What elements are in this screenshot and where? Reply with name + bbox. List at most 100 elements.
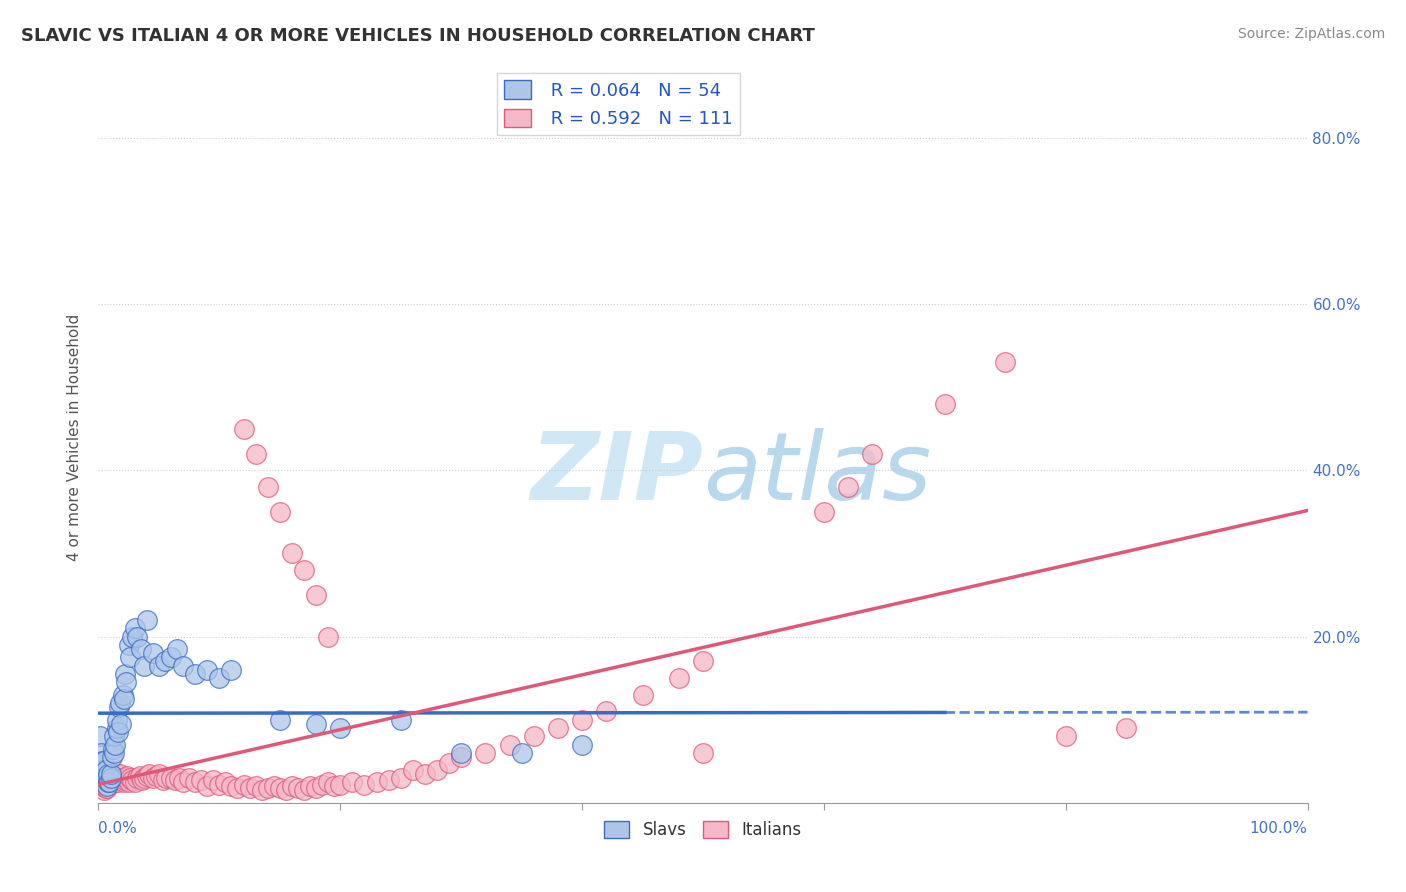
Point [305,780,328,795]
Point [195,663,218,677]
Point [329,778,352,792]
Point [668,671,690,685]
Point [127,771,149,785]
Point [104,775,127,789]
Point [1054,729,1077,743]
Point [163,772,186,787]
Point [692,746,714,760]
Point [105,713,128,727]
Point [366,775,388,789]
Point [93,771,115,785]
Point [118,771,141,785]
Point [148,766,170,780]
Point [107,775,129,789]
Point [202,772,225,787]
Point [221,779,243,793]
Point [269,505,291,519]
Point [160,650,183,665]
Point [413,766,436,780]
Point [131,772,153,787]
Point [100,766,122,780]
Point [269,780,291,795]
Point [98,771,121,785]
Point [124,775,146,789]
Point [127,630,149,644]
Point [111,688,134,702]
Point [100,775,122,789]
Point [256,480,278,494]
Point [115,771,138,785]
Point [105,766,128,780]
Point [389,713,412,727]
Point [118,775,141,789]
Point [571,713,593,727]
Point [195,779,218,793]
Point [97,772,120,787]
Text: ZIP: ZIP [530,427,703,520]
Point [299,779,322,793]
Point [145,769,167,783]
Point [353,778,375,792]
Point [184,775,207,789]
Point [105,771,128,785]
Point [316,775,339,789]
Text: SLAVIC VS ITALIAN 4 OR MORE VEHICLES IN HOUSEHOLD CORRELATION CHART: SLAVIC VS ITALIAN 4 OR MORE VEHICLES IN … [21,27,815,45]
Point [110,772,132,787]
Point [631,688,654,702]
Point [523,729,546,743]
Point [245,779,267,793]
Point [148,658,170,673]
Point [305,588,328,602]
Point [152,772,174,787]
Point [274,783,297,797]
Point [287,780,309,795]
Point [135,613,157,627]
Point [110,716,132,731]
Point [115,675,138,690]
Point [100,750,122,764]
Point [316,630,339,644]
Y-axis label: 4 or more Vehicles in Household: 4 or more Vehicles in Household [67,313,83,561]
Point [190,772,212,787]
Text: 0.0%: 0.0% [98,821,138,836]
Point [93,779,115,793]
Point [208,671,231,685]
Point [269,713,291,727]
Point [103,729,125,743]
Point [263,779,285,793]
Point [510,746,533,760]
Text: atlas: atlas [703,428,931,519]
Point [129,642,152,657]
Point [112,775,135,789]
Point [97,766,120,780]
Point [93,783,115,797]
Point [107,725,129,739]
Point [90,746,112,760]
Point [118,638,141,652]
Point [232,422,254,436]
Point [450,746,472,760]
Point [100,766,122,780]
Point [323,779,346,793]
Point [90,766,112,780]
Point [142,771,165,785]
Point [134,771,156,785]
Point [91,775,114,789]
Point [104,738,127,752]
Point [98,775,121,789]
Point [134,658,156,673]
Point [103,746,125,760]
Point [121,772,143,787]
Point [571,738,593,752]
Point [108,766,131,780]
Point [179,771,201,785]
Point [595,705,617,719]
Point [89,729,111,743]
Point [547,721,569,735]
Point [311,778,333,792]
Point [184,667,207,681]
Point [108,771,131,785]
Point [91,763,114,777]
Point [281,779,304,793]
Point [1115,721,1137,735]
